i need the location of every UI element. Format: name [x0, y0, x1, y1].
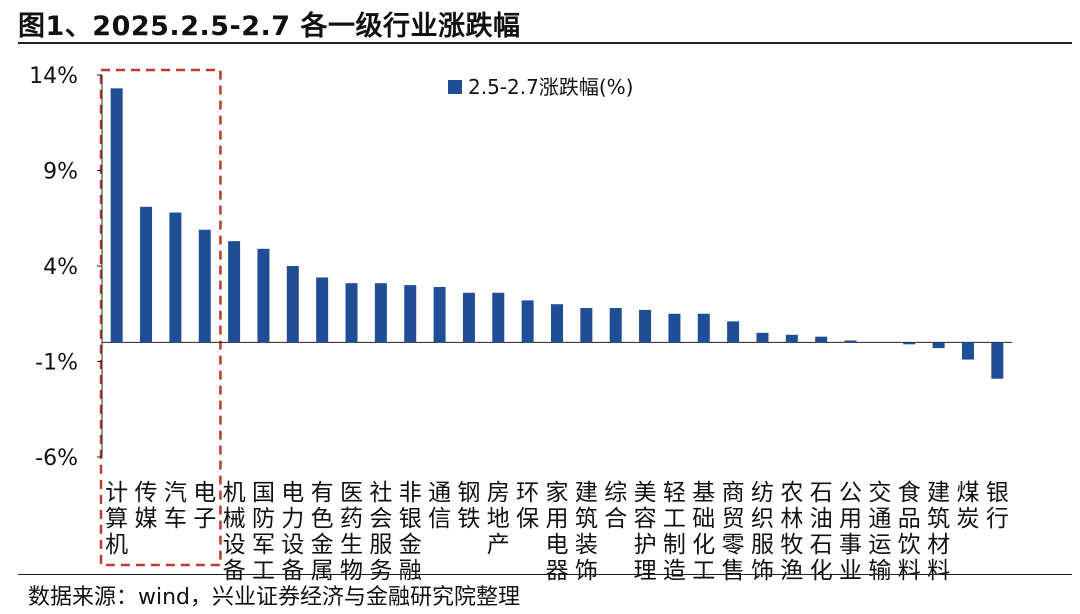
- bar-17: [580, 308, 593, 343]
- bar-23: [756, 332, 769, 343]
- bar-14: [492, 292, 505, 343]
- category-label: 银行: [986, 480, 1009, 532]
- bar-25: [815, 336, 828, 343]
- bar-16: [551, 304, 563, 343]
- bar-8: [316, 277, 329, 343]
- category-label: 机械设备: [223, 480, 246, 584]
- category-label: 有色金属: [311, 480, 334, 584]
- figure-title: 图1、2025.2.5-2.7 各一级行业涨跌幅: [18, 11, 521, 42]
- category-label: 基础化工: [692, 480, 715, 584]
- category-label: 公用事业: [839, 480, 862, 584]
- category-label: 轻工制造: [663, 480, 686, 584]
- category-label: 商贸零售: [722, 480, 745, 584]
- bar-24: [785, 334, 798, 343]
- category-label: 国防军工: [252, 480, 275, 584]
- y-ticks: 14% 9% 4% -1% -6%: [29, 64, 102, 471]
- bar-28: [903, 342, 916, 345]
- category-label: 煤炭: [956, 480, 979, 532]
- bar-26: [844, 340, 857, 343]
- bar-6: [257, 248, 270, 343]
- bar-3: [169, 212, 182, 343]
- source-note: 数据来源：wind，兴业证券经济与金融研究院整理: [28, 585, 521, 610]
- bar-12: [433, 287, 446, 343]
- bar-20: [668, 313, 681, 343]
- category-labels: 计算机传媒汽车电子机械设备国防军工电力设备有色金属医药生物社会服务非银金融通信钢…: [105, 480, 1009, 584]
- category-label: 钢铁: [457, 480, 480, 532]
- category-label: 建筑材料: [927, 480, 950, 584]
- bar-1: [110, 88, 123, 343]
- y-tick-label: 4%: [43, 255, 78, 280]
- y-tick-label: -1%: [35, 351, 78, 376]
- category-label: 综合: [604, 480, 627, 532]
- highlight-box: [99, 68, 222, 567]
- legend-label: 2.5-2.7涨跌幅(%): [468, 75, 633, 99]
- bar-5: [228, 241, 241, 343]
- bar-2: [140, 206, 153, 343]
- category-label: 社会服务: [369, 480, 392, 584]
- source-rule: [18, 574, 1072, 575]
- bar-21: [697, 313, 710, 343]
- y-tick-label: -6%: [35, 446, 78, 471]
- category-label: 非银金融: [399, 480, 422, 584]
- category-label: 纺织服饰: [751, 480, 774, 584]
- category-label: 医药生物: [340, 480, 363, 584]
- bar-29: [932, 342, 945, 349]
- y-tick-label: 14%: [29, 64, 78, 89]
- bar-15: [521, 300, 534, 343]
- category-label: 通信: [428, 480, 451, 532]
- legend-swatch: [448, 80, 462, 94]
- category-label: 传媒: [135, 480, 158, 532]
- category-label: 家用电器: [546, 480, 569, 584]
- bar-4: [198, 229, 211, 343]
- category-label: 电子: [193, 480, 216, 532]
- bar-22: [727, 321, 740, 343]
- title-rule: [18, 42, 1072, 44]
- bar-9: [345, 283, 358, 343]
- category-label: 电力设备: [281, 480, 304, 584]
- bar-19: [639, 309, 652, 343]
- category-label: 建筑装饰: [575, 480, 598, 584]
- category-label: 计算机: [105, 480, 128, 558]
- bar-30: [961, 342, 974, 360]
- bar-18: [609, 308, 622, 343]
- bar-7: [286, 266, 299, 343]
- category-label: 环保: [516, 480, 539, 532]
- bars: [110, 88, 1004, 379]
- category-label: 美容护理: [634, 480, 657, 584]
- category-label: 房地产: [487, 480, 510, 558]
- category-label: 交通运输: [868, 480, 891, 584]
- bar-10: [374, 283, 387, 343]
- bar-11: [404, 285, 417, 343]
- category-label: 石油石化: [810, 480, 833, 584]
- category-label: 农林牧渔: [780, 480, 803, 584]
- y-tick-label: 9%: [43, 160, 78, 185]
- bar-31: [991, 342, 1004, 379]
- category-label: 汽车: [164, 480, 187, 532]
- category-label: 食品饮料: [898, 480, 921, 584]
- bar-13: [462, 292, 475, 343]
